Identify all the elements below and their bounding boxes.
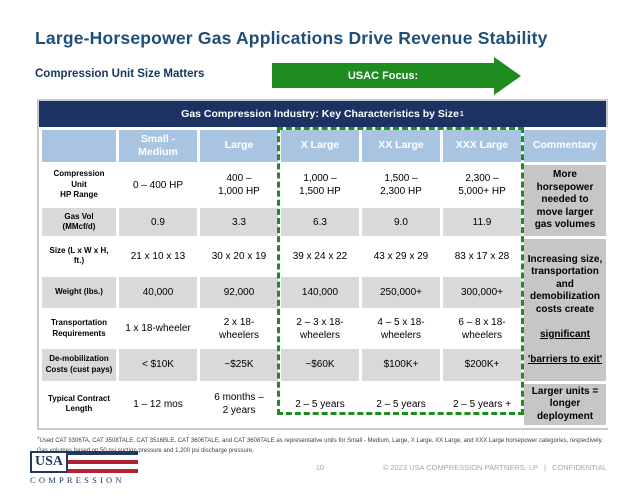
table-title-text: Gas Compression Industry: Key Characteri… xyxy=(181,108,459,120)
table-cell: 1,000 – 1,500 HP xyxy=(281,165,359,205)
table-cell: 2 – 5 years + xyxy=(443,383,521,425)
row-label: Weight (lbs.) xyxy=(42,276,116,309)
table-cell: 400 – 1,000 HP xyxy=(200,165,278,205)
commentary-barriers-to-exit: Increasing size, transportation and demo… xyxy=(524,239,606,381)
table-cell: 250,000+ xyxy=(362,276,440,309)
table-cell: 2 – 5 years xyxy=(281,383,359,425)
row-label: Size (L x W x H, ft.) xyxy=(42,239,116,274)
table-cell: 11.9 xyxy=(443,208,521,236)
column-header-commentary: Commentary xyxy=(524,130,606,162)
commentary-underline-significant: significant xyxy=(539,328,590,340)
copyright-separator: | xyxy=(544,463,546,472)
table-cell: 6 – 8 x 18- wheelers xyxy=(443,311,521,347)
table-title-superscript: 1 xyxy=(459,110,464,118)
row-label: Typical Contract Length xyxy=(42,383,116,425)
table-cell: 4 – 5 x 18- wheelers xyxy=(362,311,440,347)
footnote-text: Used CAT 3306TA, CAT 3508TALE, CAT 3516B… xyxy=(37,438,603,455)
copyright-text: © 2023 USA COMPRESSION PARTNERS, LP | CONF… xyxy=(383,463,607,472)
table-cell: 92,000 xyxy=(200,276,278,309)
usa-compression-logo: USA COMPRESSION xyxy=(30,451,138,485)
table-cell: 140,000 xyxy=(281,276,359,309)
column-header-x-large: X Large xyxy=(281,130,359,162)
table-cell: 1,500 – 2,300 HP xyxy=(362,165,440,205)
compression-table: Small - Medium Large X Large XX Large XX… xyxy=(39,127,609,428)
usac-focus-label: USAC Focus: xyxy=(347,69,419,82)
row-label: Compression Unit HP Range xyxy=(42,165,116,205)
table-row-contract-length: Typical Contract Length 1 – 12 mos 6 mon… xyxy=(42,383,606,425)
row-label: Gas Vol (MMcf/d) xyxy=(42,208,116,236)
table-cell: 2 – 3 x 18- wheelers xyxy=(281,311,359,347)
flag-stripes-icon xyxy=(68,451,138,473)
logo-usa-text: USA xyxy=(30,451,69,473)
table-cell: 0.9 xyxy=(119,208,197,236)
slide-subtitle: Compression Unit Size Matters xyxy=(35,68,205,80)
commentary-more-horsepower: More horsepower needed to move larger ga… xyxy=(524,165,606,236)
table-cell: 3.3 xyxy=(200,208,278,236)
logo-compression-text: COMPRESSION xyxy=(30,475,125,485)
compression-table-container: Gas Compression Industry: Key Characteri… xyxy=(37,99,609,430)
usac-focus-arrow: USAC Focus: xyxy=(272,63,494,88)
commentary-underline-barriers: 'barriers to exit' xyxy=(527,353,603,365)
table-cell: ~$25K xyxy=(200,349,278,381)
footnote-superscript: 1 xyxy=(37,435,40,440)
table-cell: 6.3 xyxy=(281,208,359,236)
table-row-gas-vol: Gas Vol (MMcf/d) 0.9 3.3 6.3 9.0 11.9 xyxy=(42,208,606,236)
table-cell: 39 x 24 x 22 xyxy=(281,239,359,274)
footnote: 1Used CAT 3306TA, CAT 3508TALE, CAT 3516… xyxy=(37,434,609,456)
table-cell: $200K+ xyxy=(443,349,521,381)
confidential-label: CONFIDENTIAL xyxy=(551,463,607,472)
table-title: Gas Compression Industry: Key Characteri… xyxy=(39,101,606,127)
column-header-xxx-large: XXX Large xyxy=(443,130,521,162)
commentary-text: Increasing size, transportation and demo… xyxy=(527,253,603,315)
commentary-larger-units: Larger units = longer deployment xyxy=(524,383,606,425)
table-row-size: Size (L x W x H, ft.) 21 x 10 x 13 30 x … xyxy=(42,239,606,381)
table-cell: 83 x 17 x 28 xyxy=(443,239,521,274)
column-header-large: Large xyxy=(200,130,278,162)
table-cell: 6 months – 2 years xyxy=(200,383,278,425)
table-cell: 21 x 10 x 13 xyxy=(119,239,197,274)
table-cell: < $10K xyxy=(119,349,197,381)
column-header-small-medium: Small - Medium xyxy=(119,130,197,162)
copyright-company: © 2023 USA COMPRESSION PARTNERS, LP xyxy=(382,463,539,472)
table-cell: 2 x 18- wheelers xyxy=(200,311,278,347)
table-cell: 30 x 20 x 19 xyxy=(200,239,278,274)
table-cell: 9.0 xyxy=(362,208,440,236)
table-cell: 1 x 18-wheeler xyxy=(119,311,197,347)
table-row-transportation: Transportation Requirements 1 x 18-wheel… xyxy=(42,311,606,347)
table-cell: 43 x 29 x 29 xyxy=(362,239,440,274)
table-cell: 2,300 – 5,000+ HP xyxy=(443,165,521,205)
column-header-row: Small - Medium Large X Large XX Large XX… xyxy=(42,130,606,162)
page-title: Large-Horsepower Gas Applications Drive … xyxy=(35,28,548,48)
table-cell: 1 – 12 mos xyxy=(119,383,197,425)
table-row-weight: Weight (lbs.) 40,000 92,000 140,000 250,… xyxy=(42,276,606,309)
table-row-demobilization: De-mobilization Costs (cust pays) < $10K… xyxy=(42,349,606,381)
table-cell: 2 – 5 years xyxy=(362,383,440,425)
column-header-xx-large: XX Large xyxy=(362,130,440,162)
row-label: Transportation Requirements xyxy=(42,311,116,347)
table-cell: 300,000+ xyxy=(443,276,521,309)
table-cell: 40,000 xyxy=(119,276,197,309)
row-label: De-mobilization Costs (cust pays) xyxy=(42,349,116,381)
table-cell: 0 – 400 HP xyxy=(119,165,197,205)
table-row-hp-range: Compression Unit HP Range 0 – 400 HP 400… xyxy=(42,165,606,236)
arrow-head-icon xyxy=(494,57,521,95)
page-number: 10 xyxy=(315,463,325,472)
table-cell: $100K+ xyxy=(362,349,440,381)
table-cell: ~$60K xyxy=(281,349,359,381)
column-header-blank xyxy=(42,130,116,162)
